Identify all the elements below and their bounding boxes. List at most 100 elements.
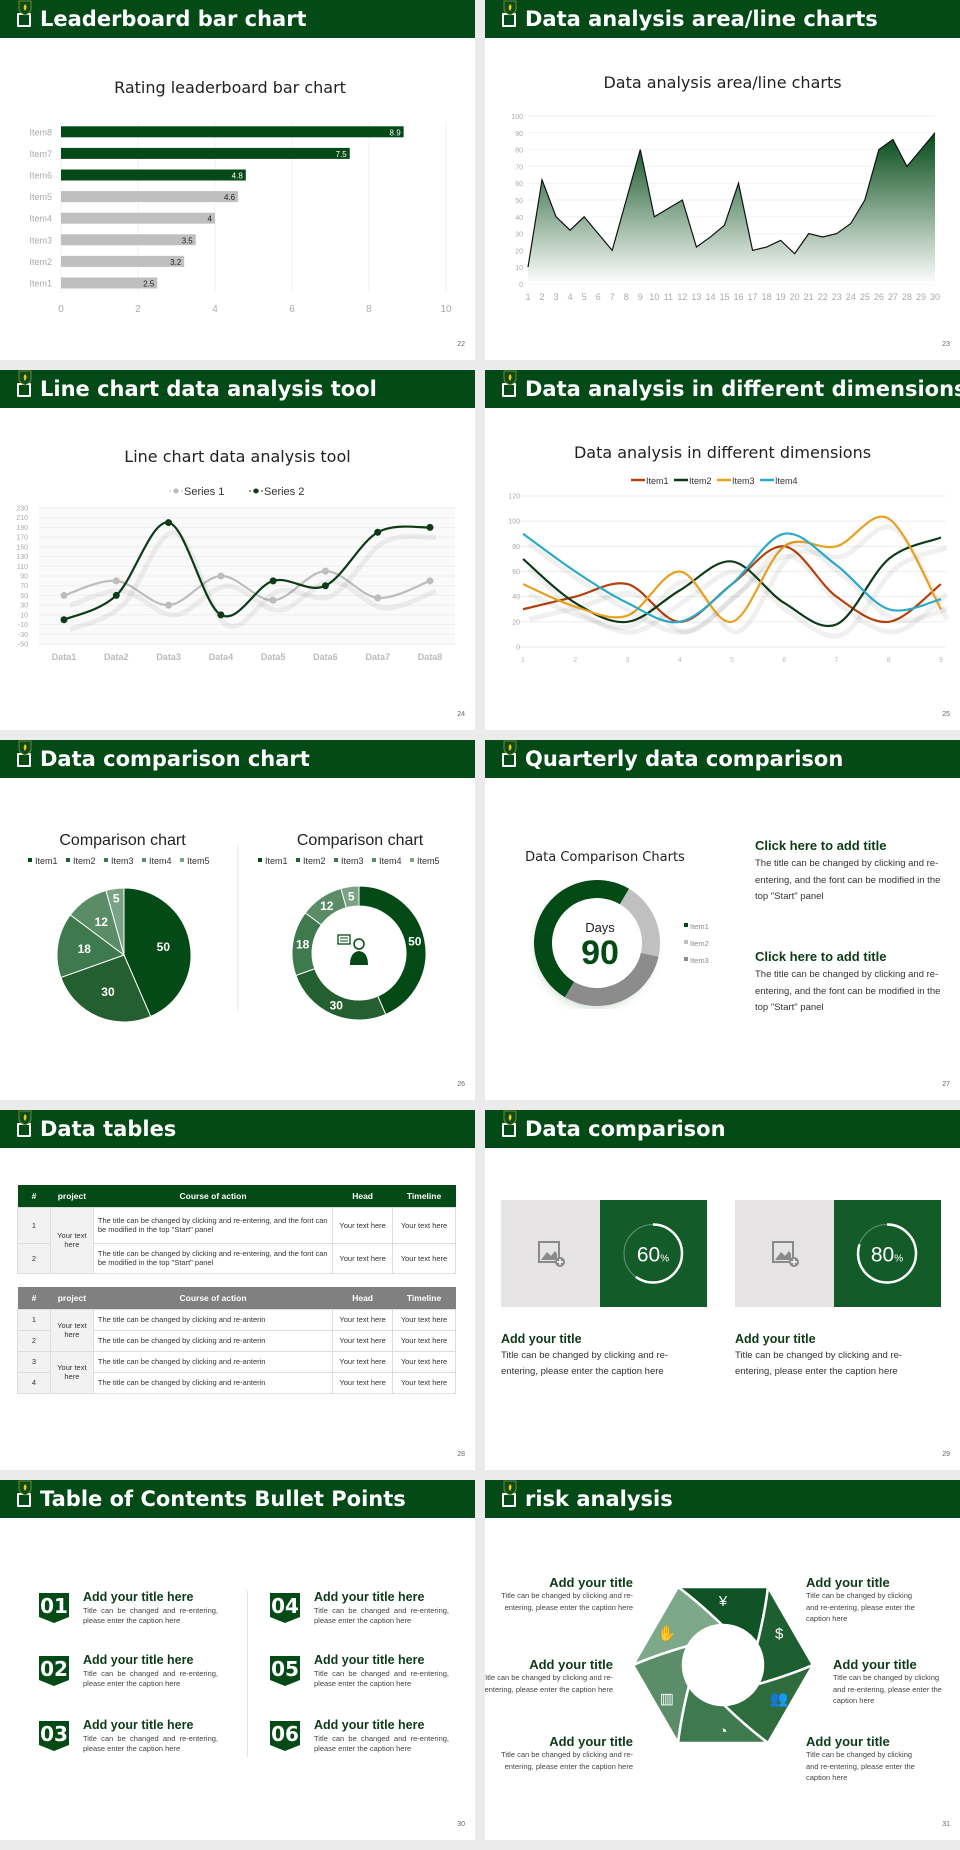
y-tick-label: 30 xyxy=(515,232,523,239)
shield-logo-icon xyxy=(503,0,517,16)
risk-title: Add your title xyxy=(549,1575,633,1590)
chart-title: Data analysis in different dimensions xyxy=(573,443,872,462)
table-2: # project Course of action Head Timeline 1 You… xyxy=(17,1287,456,1394)
pie-chart-icon: ◔ xyxy=(718,1723,727,1740)
head-cell: Your text here xyxy=(332,1308,394,1331)
pie-slice xyxy=(358,885,427,1016)
item-title: Add your title here xyxy=(314,1590,425,1604)
risk-title: Add your title xyxy=(549,1734,633,1749)
chart-title: Line chart data analysis tool xyxy=(124,447,351,466)
slide-title: Data analysis area/line charts xyxy=(525,7,878,31)
x-tick-label: 12 xyxy=(677,292,687,302)
x-tick-label: 9 xyxy=(939,657,943,664)
data-point xyxy=(321,582,329,590)
x-tick-label: Data8 xyxy=(418,652,443,662)
legend-label: Item4 xyxy=(379,856,402,866)
x-tick-label: 2 xyxy=(573,657,577,664)
legend-label: Item4 xyxy=(775,476,798,486)
slide[interactable]: Leaderboard bar chart 22 Rating leaderbo… xyxy=(0,0,475,360)
x-tick-label: 11 xyxy=(664,292,673,302)
slide-header: Leaderboard bar chart xyxy=(0,0,475,38)
slide[interactable]: Data analysis area/line charts 23 Data a… xyxy=(485,0,960,360)
x-tick-label: 5 xyxy=(730,657,734,664)
legend-label: Item3 xyxy=(341,856,364,866)
slide-title: Table of Contents Bullet Points xyxy=(40,1487,406,1511)
buildings-icon: ▥ xyxy=(660,1690,674,1707)
progress-value: 80% xyxy=(871,1244,903,1267)
item-title: Add your title here xyxy=(83,1718,194,1732)
y-tick-label: 70 xyxy=(515,164,523,171)
x-tick-label: 21 xyxy=(804,292,814,302)
slice-label: 18 xyxy=(78,942,92,956)
divider xyxy=(247,1591,248,1757)
data-point xyxy=(426,577,434,585)
y-tick-label: 30 xyxy=(20,603,28,610)
risk-body: Title can be changed by clicking and re-… xyxy=(501,1591,633,1612)
risk-title: Add your title xyxy=(806,1734,890,1749)
image-placeholder[interactable] xyxy=(501,1200,600,1307)
slice-label: 18 xyxy=(296,937,310,951)
timeline-cell: Your text here xyxy=(392,1371,456,1394)
image-placeholder[interactable] xyxy=(735,1200,834,1307)
legend-label: Item1 xyxy=(35,856,58,866)
card-body: Title can be changed by clicking and re-… xyxy=(501,1350,669,1377)
y-tick-label: 60 xyxy=(515,181,523,188)
page-number: 28 xyxy=(457,1451,465,1458)
y-tick-label: 80 xyxy=(512,544,520,551)
table-row: 1 Your text here The title can be changed… xyxy=(17,1206,456,1274)
slide[interactable]: Line chart data analysis tool 24 Line ch… xyxy=(0,370,475,730)
data-point xyxy=(60,616,68,624)
cycle-segment[interactable] xyxy=(631,1585,724,1667)
legend-swatch xyxy=(28,858,32,862)
y-tick-label: 40 xyxy=(515,215,523,222)
course-cell: The title can be changed by clicking and… xyxy=(92,1242,334,1274)
item-title: Add your title here xyxy=(83,1590,194,1604)
head-cell: Your text here xyxy=(332,1206,394,1244)
card-text: Add your title Title can be changed by cl… xyxy=(735,1332,925,1379)
row-number: 1 xyxy=(17,1206,51,1244)
slide[interactable]: Data analysis in different dimensions 2 5… xyxy=(485,370,960,730)
slide[interactable]: Data comparison 29 60% 80% Add your title T… xyxy=(485,1110,960,1470)
x-tick-label: 8 xyxy=(624,292,629,302)
slide-title: Line chart data analysis tool xyxy=(40,377,377,401)
number-badge: 01 xyxy=(39,1593,69,1623)
progress-number: 60 xyxy=(637,1244,660,1267)
slide[interactable]: risk analysis 31 ¥ $ 👥 ◔ ▥ ✋ Add your title Tit… xyxy=(485,1480,960,1840)
x-tick-label: 27 xyxy=(888,292,898,302)
card-title: Add your title xyxy=(735,1332,816,1346)
risk-cycle-diagram: ¥ $ 👥 ◔ ▥ ✋ xyxy=(631,1585,815,1745)
progress-number: 80 xyxy=(871,1244,894,1267)
slide[interactable]: Quarterly data comparison 27 Data Compar… xyxy=(485,740,960,1100)
series-shadow xyxy=(527,541,948,635)
item-body: Title can be changed and re-entering, pl… xyxy=(83,1606,218,1625)
data-point xyxy=(374,528,382,536)
legend-swatch xyxy=(372,858,376,862)
y-tick-label: 100 xyxy=(511,114,523,121)
table-row: 2 The title can be changed by clicking an… xyxy=(17,1242,456,1274)
bar-value-label: 8.9 xyxy=(390,128,402,137)
y-tick-label: 50 xyxy=(515,198,523,205)
x-tick-label: 6 xyxy=(782,657,786,664)
slide[interactable]: Table of Contents Bullet Points 30 01 Add… xyxy=(0,1480,475,1840)
y-tick-label: 20 xyxy=(512,619,520,626)
x-tick-label: 0 xyxy=(58,304,64,315)
row-number: 2 xyxy=(17,1329,51,1352)
number-badge: 06 xyxy=(270,1721,300,1751)
risk-body: Title can be changed by clicking and re-… xyxy=(806,1750,915,1782)
column-header: Head xyxy=(352,1292,374,1303)
block-body: The title can be changed by clicking and… xyxy=(755,858,941,902)
y-tick-label: 20 xyxy=(515,248,523,255)
person-presenter-icon xyxy=(337,934,368,965)
risk-text-block: Add your title Title can be changed by cl… xyxy=(493,1734,633,1772)
x-tick-label: Data7 xyxy=(365,652,390,662)
block-title: Click here to add title xyxy=(755,838,887,853)
slide[interactable]: Data comparison chart 26 Comparison char… xyxy=(0,740,475,1100)
bar-value-label: 4 xyxy=(208,215,213,224)
legend-swatch xyxy=(684,940,688,944)
item-body: Title can be changed and re-entering, pl… xyxy=(314,1669,449,1688)
bar xyxy=(61,277,158,289)
card-title: Add your title xyxy=(501,1332,582,1346)
slide-header: Data tables xyxy=(0,1110,475,1148)
slide[interactable]: Data tables 28 # project Course of action H… xyxy=(0,1110,475,1470)
legend-label: Item3 xyxy=(732,476,755,486)
